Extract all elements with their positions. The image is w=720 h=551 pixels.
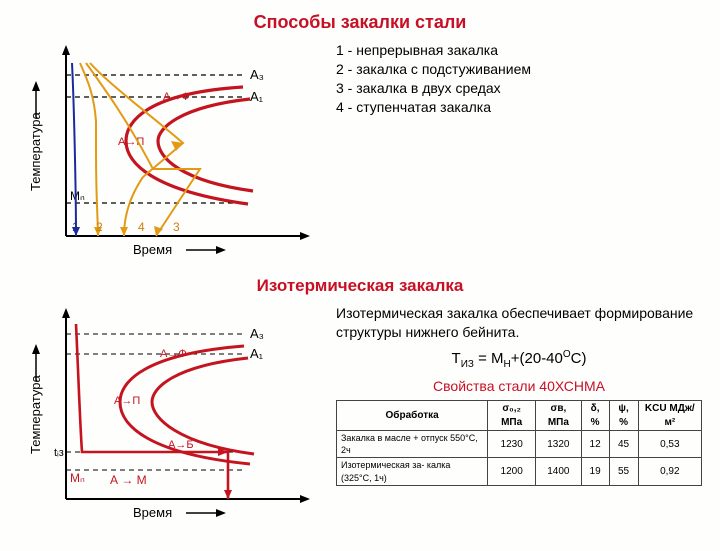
svg-text:Мₙ: Мₙ xyxy=(70,471,85,485)
svg-text:А₁: А₁ xyxy=(250,346,264,361)
svg-text:Температура: Температура xyxy=(28,374,43,454)
props-title: Свойства стали 40ХСНМА xyxy=(336,377,702,396)
legend-item: 2 - закалка с подстуживанием xyxy=(336,60,702,79)
props-table: Обработка σ₀,₂ МПа σв, МПа δ, % ψ, % KCU… xyxy=(336,400,702,486)
svg-text:3: 3 xyxy=(173,220,180,234)
svg-text:А→П: А→П xyxy=(114,395,140,407)
table-header-row: Обработка σ₀,₂ МПа σв, МПа δ, % ψ, % KCU… xyxy=(337,401,702,431)
svg-text:2: 2 xyxy=(96,220,103,234)
svg-text:А₃: А₃ xyxy=(250,326,264,341)
svg-text:А→Б: А→Б xyxy=(168,439,194,451)
page-title: Способы закалки стали xyxy=(18,12,702,33)
svg-text:Мₙ: Мₙ xyxy=(70,189,85,203)
bottom-chart: А₃ А₁ Мₙ tᵢз А→Ф А→П А→Б А → М Температу… xyxy=(18,304,318,529)
top-row: А₃ А₁ Мₙ А→Ф А→П 1 2 4 3 xyxy=(18,41,702,266)
table-row: Закалка в масле + отпуск 550°С, 2ч 1230 … xyxy=(337,431,702,458)
svg-text:А→Ф: А→Ф xyxy=(160,348,187,360)
svg-text:1: 1 xyxy=(72,220,79,234)
iso-formula: ТИЗ = МН+(20-40ОС) xyxy=(336,348,702,372)
svg-text:А→Ф: А→Ф xyxy=(163,91,190,103)
legend: 1 - непрерывная закалка 2 - закалка с по… xyxy=(336,41,702,117)
svg-text:А₃: А₃ xyxy=(250,67,264,82)
legend-item: 3 - закалка в двух средах xyxy=(336,79,702,98)
svg-text:4: 4 xyxy=(138,220,145,234)
svg-text:А₁: А₁ xyxy=(250,89,264,104)
svg-text:tᵢз: tᵢз xyxy=(54,447,64,459)
iso-text: Изотермическая закалка обеспечивает форм… xyxy=(336,304,702,342)
iso-side: Изотермическая закалка обеспечивает форм… xyxy=(336,304,702,486)
svg-text:Температура: Температура xyxy=(28,111,43,191)
table-row: Изотермическая за- калка (325°С, 1ч) 120… xyxy=(337,458,702,485)
top-chart: А₃ А₁ Мₙ А→Ф А→П 1 2 4 3 xyxy=(18,41,318,266)
legend-item: 4 - ступенчатая закалка xyxy=(336,98,702,117)
bottom-row: А₃ А₁ Мₙ tᵢз А→Ф А→П А→Б А → М Температу… xyxy=(18,304,702,529)
svg-text:А → М: А → М xyxy=(110,473,147,487)
svg-text:Время: Время xyxy=(133,242,172,257)
subtitle: Изотермическая закалка xyxy=(18,276,702,296)
svg-text:Время: Время xyxy=(133,505,172,520)
legend-item: 1 - непрерывная закалка xyxy=(336,41,702,60)
